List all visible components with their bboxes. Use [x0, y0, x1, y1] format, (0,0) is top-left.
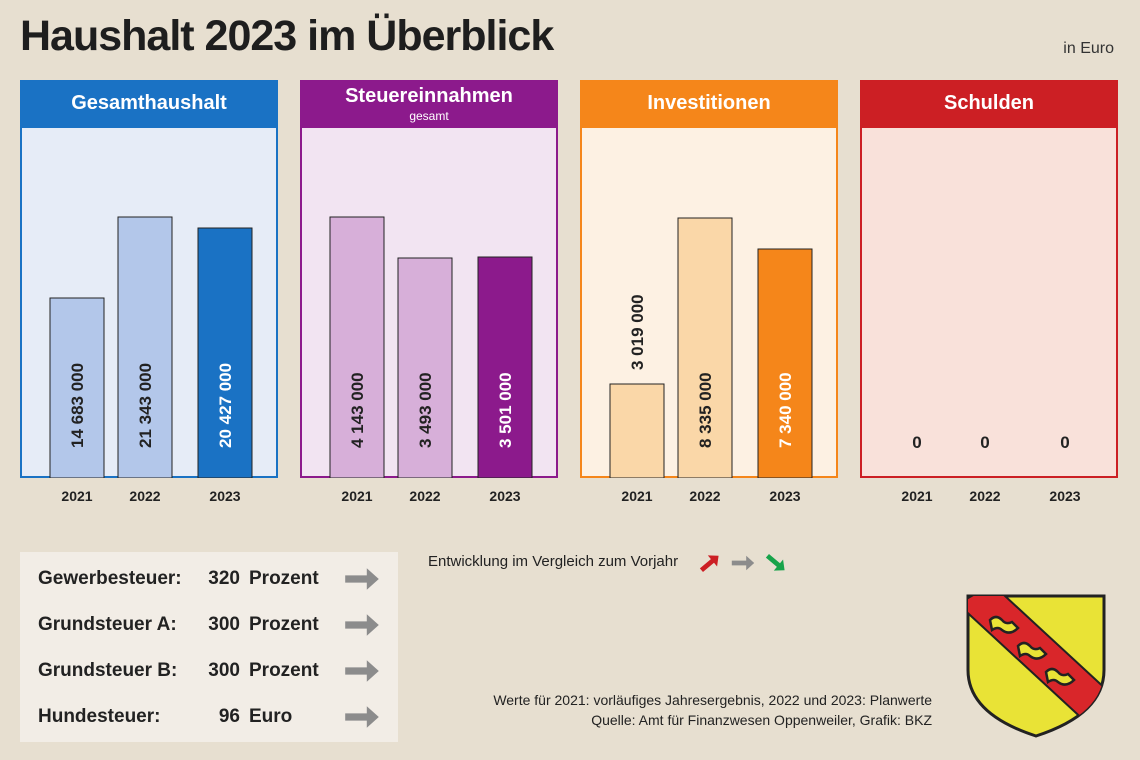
x-axis-steuereinnahmen: 2021 2022 2023	[300, 488, 558, 508]
bar-chart-investitionen: 3 019 000 8 335 000 7 340 000	[609, 217, 813, 478]
bar-steuereinnahmen-2022	[397, 257, 453, 478]
tax-rates-box: Gewerbesteuer: 320 Prozent Grundsteuer A: 30…	[20, 552, 398, 742]
tax-value: 300	[208, 614, 240, 635]
tax-value: 320	[208, 568, 240, 589]
bar-gesamthaushalt-2021	[49, 297, 105, 478]
data-label-schulden-2022: 0	[980, 433, 989, 452]
data-label-schulden-2023: 0	[1060, 433, 1069, 452]
panel-header-investitionen: Investitionen	[580, 80, 838, 128]
footer-line-source: Quelle: Amt für Finanzwesen Oppenweiler,…	[591, 712, 932, 728]
x-axis-gesamthaushalt: 2021 2022 2023	[20, 488, 278, 508]
panel-header-schulden: Schulden	[860, 80, 1118, 128]
bar-investitionen-2021	[609, 383, 665, 478]
panel-title-schulden: Schulden	[943, 92, 1034, 114]
bar-gesamthaushalt-2023	[197, 227, 253, 478]
tax-row-hundesteuer: Hundesteuer: 96 Euro	[20, 702, 398, 732]
tick-label-steuereinnahmen-2023: 2023	[489, 488, 521, 504]
data-label-gesamthaushalt-2022: 21 343 000	[136, 363, 155, 448]
bar-steuereinnahmen-2021	[329, 216, 385, 478]
arrow-up-icon	[699, 555, 719, 573]
tick-label-schulden-2021: 2021	[901, 488, 933, 504]
x-axis-investitionen: 2021 2022 2023	[580, 488, 838, 508]
data-label-steuereinnahmen-2021: 4 143 000	[348, 372, 367, 448]
data-label-schulden-2021: 0	[912, 433, 921, 452]
tick-label-investitionen-2022: 2022	[689, 488, 721, 504]
tick-label-gesamthaushalt-2023: 2023	[209, 488, 241, 504]
tax-label: Gewerbesteuer:	[38, 568, 182, 589]
tax-label: Hundesteuer:	[38, 706, 161, 727]
tax-unit: Euro	[249, 706, 293, 727]
footer-notes: Werte für 2021: vorläufiges Jahresergebn…	[493, 690, 932, 730]
trend-legend-icons	[699, 553, 785, 573]
bar-chart-schulden: 0 0 0	[912, 433, 1069, 452]
tick-label-steuereinnahmen-2021: 2021	[341, 488, 373, 504]
panel-title-gesamthaushalt: Gesamthaushalt	[71, 92, 227, 114]
unit-label: in Euro	[1063, 40, 1114, 57]
data-label-gesamthaushalt-2023: 20 427 000	[216, 363, 235, 448]
bar-gesamthaushalt-2022	[117, 216, 173, 478]
panel-title-steuereinnahmen: Steuereinnahmen	[345, 85, 513, 107]
arrow-right-icon	[345, 660, 379, 682]
tax-label: Grundsteuer B:	[38, 660, 178, 681]
bar-chart-gesamthaushalt: 14 683 000 21 343 000 20 427 000	[49, 216, 253, 478]
bar-steuereinnahmen-2023	[477, 256, 533, 478]
arrow-right-icon	[731, 555, 755, 571]
page-title: Haushalt 2023 im Überblick	[20, 12, 554, 60]
tax-unit: Prozent	[249, 660, 319, 681]
panel-header-gesamthaushalt: Gesamthaushalt	[20, 80, 278, 128]
coat-of-arms-logo	[966, 594, 1106, 738]
tax-row-grundsteuer-b: Grundsteuer B: 300 Prozent	[20, 656, 398, 686]
tax-value: 96	[218, 706, 240, 727]
arrow-right-icon	[345, 614, 379, 636]
tick-label-schulden-2022: 2022	[969, 488, 1001, 504]
bar-chart-steuereinnahmen: 4 143 000 3 493 000 3 501 000	[329, 216, 533, 478]
tick-label-investitionen-2023: 2023	[769, 488, 801, 504]
bar-investitionen-2022	[677, 217, 733, 478]
panel-gesamthaushalt: Gesamthaushalt 14 683 000 21 343 000 20 427…	[20, 80, 278, 478]
tick-label-schulden-2023: 2023	[1049, 488, 1081, 504]
arrow-right-icon	[345, 568, 379, 590]
tick-label-steuereinnahmen-2022: 2022	[409, 488, 441, 504]
tick-label-gesamthaushalt-2022: 2022	[129, 488, 161, 504]
data-label-investitionen-2022: 8 335 000	[696, 372, 715, 448]
data-label-gesamthaushalt-2021: 14 683 000	[68, 363, 87, 448]
panel-title-investitionen: Investitionen	[647, 92, 771, 114]
tax-label: Grundsteuer A:	[38, 614, 177, 635]
tax-unit: Prozent	[249, 568, 319, 589]
data-label-steuereinnahmen-2022: 3 493 000	[416, 372, 435, 448]
tick-label-investitionen-2021: 2021	[621, 488, 653, 504]
arrow-down-icon	[765, 553, 785, 571]
arrow-right-icon	[345, 706, 379, 728]
crest-charges	[988, 615, 1076, 686]
footer-line-values: Werte für 2021: vorläufiges Jahresergebn…	[493, 692, 932, 708]
panel-investitionen: Investitionen 3 019 000 8 335 000 7 340 000	[580, 80, 838, 478]
tax-unit: Prozent	[249, 614, 319, 635]
panel-header-steuereinnahmen: Steuereinnahmen gesamt	[300, 80, 558, 128]
x-axis-schulden: 2021 2022 2023	[860, 488, 1118, 508]
data-label-investitionen-2023: 7 340 000	[776, 372, 795, 448]
bar-investitionen-2023	[757, 248, 813, 478]
tick-label-gesamthaushalt-2021: 2021	[61, 488, 93, 504]
tax-row-gewerbesteuer: Gewerbesteuer: 320 Prozent	[20, 564, 398, 594]
data-label-steuereinnahmen-2023: 3 501 000	[496, 372, 515, 448]
panel-subtitle-steuereinnahmen: gesamt	[409, 109, 449, 123]
tax-row-grundsteuer-a: Grundsteuer A: 300 Prozent	[20, 610, 398, 640]
tax-value: 300	[208, 660, 240, 681]
panel-steuereinnahmen: Steuereinnahmen gesamt 4 143 000 3 493 000 3…	[300, 80, 558, 478]
panel-schulden: Schulden 0 0 0	[860, 80, 1118, 478]
data-label-investitionen-2021: 3 019 000	[628, 294, 647, 370]
trend-legend-text: Entwicklung im Vergleich zum Vorjahr	[428, 553, 679, 570]
